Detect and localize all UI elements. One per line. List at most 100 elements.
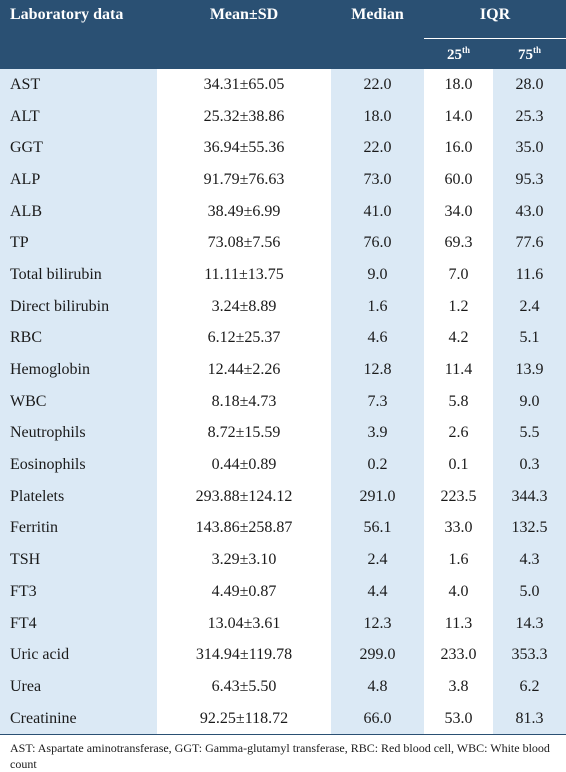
cell-mean-sd: 92.25±118.72 [157, 702, 331, 736]
table-row: Neutrophils 8.72±15.59 3.9 2.6 5.5 [0, 417, 566, 450]
header-25th-sup: th [461, 44, 470, 55]
header-75th: 75th [493, 38, 566, 69]
cell-laboratory: GGT [0, 132, 157, 165]
cell-median: 4.4 [331, 576, 424, 608]
cell-median: 12.3 [331, 607, 424, 640]
cell-mean-sd: 4.49±0.87 [157, 576, 331, 608]
cell-25th: 1.6 [424, 544, 493, 576]
cell-mean-sd: 143.86±258.87 [157, 512, 331, 545]
cell-laboratory: ALT [0, 100, 157, 133]
cell-mean-sd: 38.49±6.99 [157, 195, 331, 228]
cell-median: 299.0 [331, 639, 424, 672]
cell-median: 4.8 [331, 671, 424, 703]
cell-75th: 77.6 [493, 227, 566, 260]
cell-mean-sd: 34.31±65.05 [157, 69, 331, 101]
header-mean-sd: Mean±SD [157, 0, 331, 69]
cell-median: 291.0 [331, 480, 424, 513]
cell-median: 66.0 [331, 702, 424, 736]
cell-25th: 11.3 [424, 607, 493, 640]
table-body: AST 34.31±65.05 22.0 18.0 28.0 ALT 25.32±38.86… [0, 69, 566, 736]
cell-75th: 28.0 [493, 69, 566, 101]
cell-laboratory: Platelets [0, 480, 157, 513]
cell-median: 7.3 [331, 385, 424, 418]
cell-75th: 5.5 [493, 417, 566, 450]
cell-25th: 34.0 [424, 195, 493, 228]
cell-laboratory: RBC [0, 322, 157, 355]
cell-75th: 5.1 [493, 322, 566, 355]
header-iqr: IQR [424, 0, 566, 39]
header-75th-sup: th [533, 44, 542, 55]
cell-laboratory: WBC [0, 385, 157, 418]
cell-25th: 4.0 [424, 576, 493, 608]
cell-median: 76.0 [331, 227, 424, 260]
cell-25th: 4.2 [424, 322, 493, 355]
table-row: Total bilirubin 11.11±13.75 9.0 7.0 11.6 [0, 259, 566, 291]
header-laboratory-data: Laboratory data [0, 0, 157, 69]
cell-mean-sd: 12.44±2.26 [157, 354, 331, 386]
cell-median: 4.6 [331, 322, 424, 355]
cell-laboratory: Creatinine [0, 702, 157, 736]
cell-25th: 7.0 [424, 259, 493, 291]
cell-75th: 95.3 [493, 164, 566, 196]
cell-25th: 0.1 [424, 449, 493, 481]
cell-mean-sd: 36.94±55.36 [157, 132, 331, 165]
cell-median: 9.0 [331, 259, 424, 291]
cell-median: 22.0 [331, 132, 424, 165]
cell-laboratory: ALP [0, 164, 157, 196]
cell-75th: 344.3 [493, 480, 566, 513]
cell-laboratory: TSH [0, 544, 157, 576]
cell-25th: 1.2 [424, 290, 493, 323]
cell-laboratory: Ferritin [0, 512, 157, 545]
lab-data-table: Laboratory data Mean±SD Median IQR 25th … [0, 0, 566, 736]
cell-median: 1.6 [331, 290, 424, 323]
table-row: Creatinine 92.25±118.72 66.0 53.0 81.3 [0, 702, 566, 736]
cell-mean-sd: 6.12±25.37 [157, 322, 331, 355]
cell-mean-sd: 91.79±76.63 [157, 164, 331, 196]
header-25th-num: 25 [446, 46, 462, 63]
cell-mean-sd: 8.18±4.73 [157, 385, 331, 418]
cell-25th: 3.8 [424, 671, 493, 703]
cell-mean-sd: 25.32±38.86 [157, 100, 331, 133]
table-header: Laboratory data Mean±SD Median IQR 25th … [0, 0, 566, 69]
cell-median: 12.8 [331, 354, 424, 386]
table-row: GGT 36.94±55.36 22.0 16.0 35.0 [0, 132, 566, 165]
cell-laboratory: Uric acid [0, 639, 157, 672]
cell-median: 3.9 [331, 417, 424, 450]
table-row: ALP 91.79±76.63 73.0 60.0 95.3 [0, 164, 566, 196]
cell-25th: 223.5 [424, 480, 493, 513]
table-row: Urea 6.43±5.50 4.8 3.8 6.2 [0, 671, 566, 703]
cell-laboratory: ALB [0, 195, 157, 228]
cell-median: 22.0 [331, 69, 424, 101]
cell-median: 73.0 [331, 164, 424, 196]
table-row: FT4 13.04±3.61 12.3 11.3 14.3 [0, 607, 566, 640]
cell-median: 41.0 [331, 195, 424, 228]
cell-25th: 2.6 [424, 417, 493, 450]
cell-laboratory: Urea [0, 671, 157, 703]
cell-laboratory: AST [0, 69, 157, 101]
cell-75th: 132.5 [493, 512, 566, 545]
cell-25th: 14.0 [424, 100, 493, 133]
cell-mean-sd: 73.08±7.56 [157, 227, 331, 260]
cell-laboratory: Total bilirubin [0, 259, 157, 291]
table-row: Uric acid 314.94±119.78 299.0 233.0 353.3 [0, 639, 566, 672]
table-row: AST 34.31±65.05 22.0 18.0 28.0 [0, 69, 566, 101]
cell-mean-sd: 314.94±119.78 [157, 639, 331, 672]
cell-25th: 11.4 [424, 354, 493, 386]
cell-25th: 16.0 [424, 132, 493, 165]
table-row: RBC 6.12±25.37 4.6 4.2 5.1 [0, 322, 566, 355]
cell-mean-sd: 13.04±3.61 [157, 607, 331, 640]
cell-75th: 81.3 [493, 702, 566, 736]
header-median: Median [331, 0, 424, 69]
table-row: Eosinophils 0.44±0.89 0.2 0.1 0.3 [0, 449, 566, 481]
cell-mean-sd: 6.43±5.50 [157, 671, 331, 703]
cell-mean-sd: 3.24±8.89 [157, 290, 331, 323]
cell-median: 18.0 [331, 100, 424, 133]
cell-75th: 353.3 [493, 639, 566, 672]
table-row: TSH 3.29±3.10 2.4 1.6 4.3 [0, 544, 566, 576]
cell-25th: 233.0 [424, 639, 493, 672]
cell-median: 56.1 [331, 512, 424, 545]
cell-75th: 13.9 [493, 354, 566, 386]
cell-75th: 11.6 [493, 259, 566, 291]
cell-laboratory: Neutrophils [0, 417, 157, 450]
